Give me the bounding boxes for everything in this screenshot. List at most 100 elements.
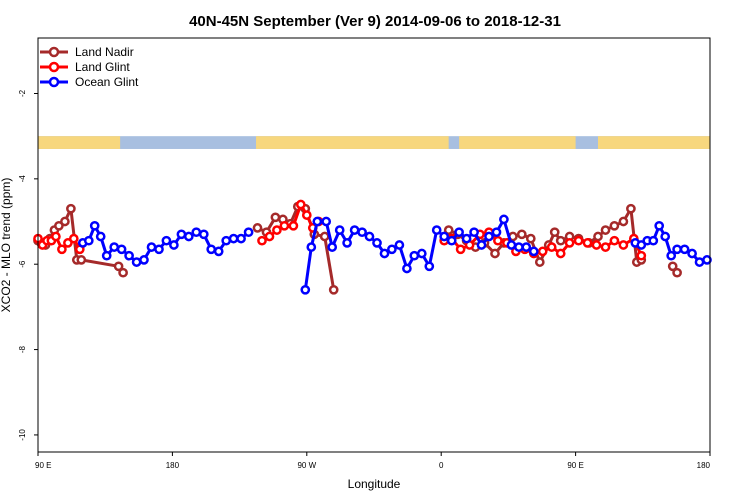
- data-point-2-52: [499, 214, 509, 225]
- data-point-2-6: [116, 244, 127, 255]
- data-point-0-22: [328, 284, 339, 295]
- data-point-0-15: [270, 212, 281, 223]
- data-point-1-32: [546, 242, 557, 252]
- legend-label-2: Ocean Glint: [75, 75, 139, 89]
- legend-marker-0: [48, 46, 60, 58]
- legend-marker-1: [48, 61, 60, 73]
- data-point-2-50: [484, 231, 494, 242]
- data-point-1-38: [600, 242, 611, 252]
- land-span-3: [598, 136, 710, 149]
- data-point-2-11: [154, 244, 164, 255]
- plot-frame: [37, 37, 711, 453]
- data-point-2-63: [660, 231, 671, 242]
- data-point-0-44: [618, 216, 629, 227]
- data-point-2-7: [124, 250, 134, 261]
- data-point-0-13: [252, 223, 263, 233]
- data-point-0-11: [118, 267, 128, 278]
- data-point-0-34: [534, 257, 545, 267]
- data-point-2-46: [454, 227, 464, 238]
- data-point-1-40: [618, 240, 629, 250]
- data-point-2-13: [169, 240, 179, 250]
- x-tick-label-0: 90 E: [35, 461, 51, 470]
- data-point-2-22: [236, 233, 246, 244]
- data-point-1-11: [264, 231, 275, 242]
- data-point-0-10: [113, 261, 124, 272]
- data-point-2-35: [372, 238, 382, 248]
- legend-marker-2: [48, 76, 60, 88]
- data-point-2-32: [349, 225, 360, 235]
- data-point-2-59: [636, 240, 647, 250]
- data-point-1-10: [257, 235, 267, 246]
- x-axis-label: Longitude: [348, 477, 401, 491]
- data-point-2-51: [491, 227, 502, 238]
- x-tick-label-4: 90 E: [567, 461, 583, 470]
- data-point-0-49: [667, 261, 678, 272]
- data-point-2-67: [687, 248, 697, 259]
- land-ocean-band: [38, 136, 710, 149]
- data-point-2-62: [654, 220, 665, 231]
- data-point-1-7: [68, 233, 79, 244]
- y-axis-label: XCO2 - MLO trend (ppm): [0, 178, 13, 313]
- data-point-1-12: [272, 225, 282, 235]
- data-point-2-68: [694, 257, 705, 267]
- data-point-2-33: [357, 227, 367, 238]
- data-point-0-9: [76, 255, 87, 265]
- data-point-0-29: [490, 248, 500, 259]
- data-point-2-3: [95, 231, 106, 242]
- data-point-2-49: [476, 240, 487, 250]
- data-point-1-15: [295, 199, 306, 210]
- data-point-0-36: [549, 227, 560, 238]
- data-point-2-41: [416, 248, 427, 259]
- data-point-2-10: [146, 242, 157, 252]
- data-point-0-37: [555, 235, 566, 246]
- y-axis: -10 -8 -6 -4 -2: [18, 89, 38, 441]
- data-point-1-16: [301, 210, 312, 220]
- series-land-glint: [33, 199, 647, 261]
- data-point-0-43: [609, 220, 620, 231]
- legend-label-0: Land Nadir: [75, 45, 134, 59]
- data-point-2-56: [528, 246, 539, 257]
- y-tick-label-1: -8: [18, 345, 27, 353]
- data-point-2-20: [221, 235, 232, 246]
- data-point-1-33: [555, 248, 566, 259]
- data-point-2-23: [243, 227, 254, 238]
- data-point-2-27: [312, 216, 323, 227]
- data-point-2-19: [213, 246, 224, 257]
- data-point-2-55: [521, 242, 532, 252]
- data-point-2-30: [334, 225, 345, 235]
- data-point-2-66: [679, 244, 690, 255]
- data-point-1-31: [537, 246, 548, 257]
- y-tick-label-2: -6: [18, 260, 27, 268]
- data-point-2-37: [387, 244, 397, 255]
- data-point-2-16: [191, 227, 202, 238]
- data-point-2-14: [176, 229, 187, 240]
- data-point-1-42: [636, 250, 647, 261]
- data-point-2-1: [83, 235, 94, 246]
- chart-title: 40N-45N September (Ver 9) 2014-09-06 to …: [189, 13, 561, 30]
- data-point-0-7: [66, 203, 76, 214]
- data-point-2-31: [342, 238, 352, 248]
- data-point-2-47: [461, 233, 472, 244]
- data-point-2-64: [666, 250, 677, 261]
- data-point-0-5: [54, 220, 64, 231]
- data-point-2-54: [514, 242, 524, 252]
- data-point-2-18: [206, 244, 217, 255]
- data-point-1-4: [51, 231, 61, 242]
- x-tick-label-2: 90 W: [297, 461, 316, 470]
- data-point-2-5: [109, 242, 120, 252]
- data-point-0-6: [60, 216, 70, 227]
- data-point-2-38: [394, 240, 405, 250]
- land-span-0: [38, 136, 121, 149]
- series-line-0-1: [256, 205, 336, 291]
- x-tick-label-3: 0: [439, 461, 444, 470]
- data-point-2-4: [101, 250, 112, 261]
- data-point-2-9: [139, 255, 149, 265]
- data-point-0-21: [319, 231, 330, 242]
- data-point-1-22: [455, 244, 466, 255]
- legend-label-1: Land Glint: [75, 60, 130, 74]
- data-point-0-33: [525, 233, 536, 244]
- data-point-2-69: [702, 255, 712, 265]
- data-point-2-34: [364, 231, 375, 242]
